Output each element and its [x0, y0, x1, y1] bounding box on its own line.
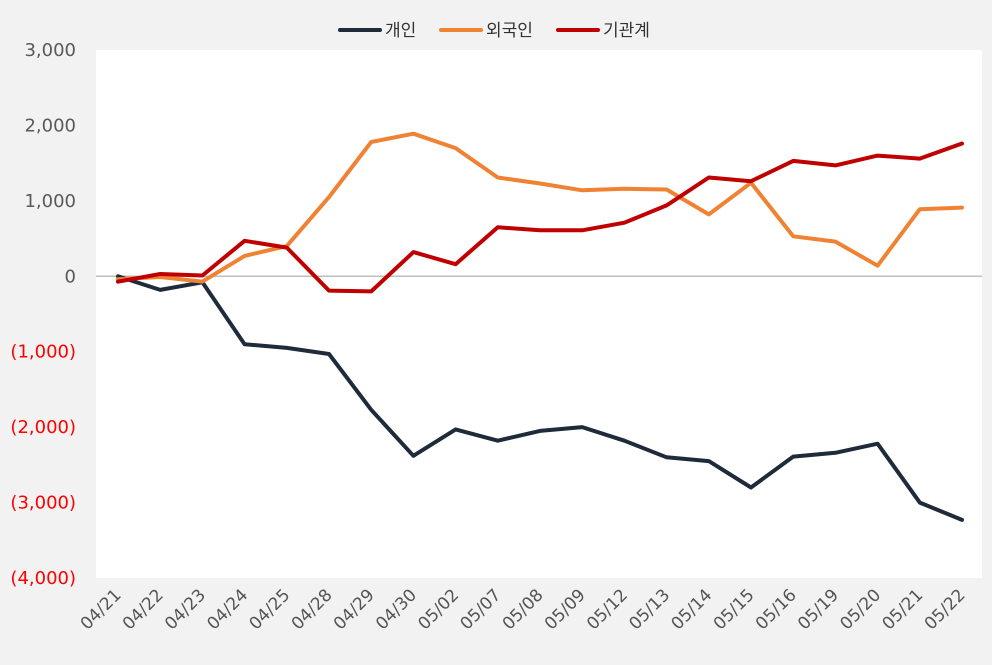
plot-area: [96, 50, 982, 578]
x-axis: 04/2104/2204/2304/2404/2504/2804/2904/30…: [77, 585, 970, 634]
legend-item: 외국인: [439, 21, 533, 41]
x-tick-label: 05/20: [836, 585, 885, 634]
y-tick-label: 2,000: [24, 115, 76, 136]
y-tick-label: 1,000: [24, 191, 76, 212]
x-tick-label: 05/07: [457, 585, 506, 634]
x-tick-label: 05/02: [414, 585, 463, 634]
x-tick-label: 05/19: [794, 585, 843, 634]
y-axis: 3,000 2,000 1,000 0 (1,000) (2,000) (3,000) (4,…: [10, 40, 76, 589]
legend: 개인 외국인 기관계: [338, 21, 650, 41]
x-tick-label: 05/12: [583, 585, 632, 634]
legend-label: 기관계: [603, 21, 650, 41]
series-line-2: [116, 141, 964, 294]
x-tick-label: 05/16: [752, 585, 801, 634]
x-tick-label: 05/08: [499, 585, 548, 634]
legend-item: 기관계: [556, 21, 650, 41]
x-tick-label: 05/22: [921, 585, 970, 634]
x-tick-label: 04/22: [119, 585, 168, 634]
series-line-1: [116, 131, 964, 284]
x-tick-label: 04/23: [161, 585, 210, 634]
x-tick-label: 05/13: [625, 585, 674, 634]
legend-label: 외국인: [486, 21, 533, 41]
x-tick-label: 04/25: [246, 585, 295, 634]
x-tick-label: 05/09: [541, 585, 590, 634]
y-tick-label: (3,000): [10, 493, 76, 514]
x-tick-label: 04/30: [372, 585, 421, 634]
y-tick-label: 0: [65, 266, 76, 287]
x-tick-label: 04/24: [203, 585, 252, 634]
x-tick-label: 05/14: [668, 585, 717, 634]
x-tick-label: 05/15: [710, 585, 759, 634]
series-line-0: [116, 274, 964, 522]
x-tick-label: 04/28: [288, 585, 337, 634]
y-tick-label: (4,000): [10, 568, 76, 589]
y-tick-label: (2,000): [10, 417, 76, 438]
y-tick-label: 3,000: [24, 40, 76, 61]
legend-item: 개인: [338, 21, 416, 41]
y-tick-label: (1,000): [10, 342, 76, 363]
x-tick-label: 05/21: [879, 585, 928, 634]
x-tick-label: 04/21: [77, 585, 126, 634]
series-lines: [116, 131, 964, 522]
x-tick-label: 04/29: [330, 585, 379, 634]
legend-label: 개인: [385, 21, 416, 41]
